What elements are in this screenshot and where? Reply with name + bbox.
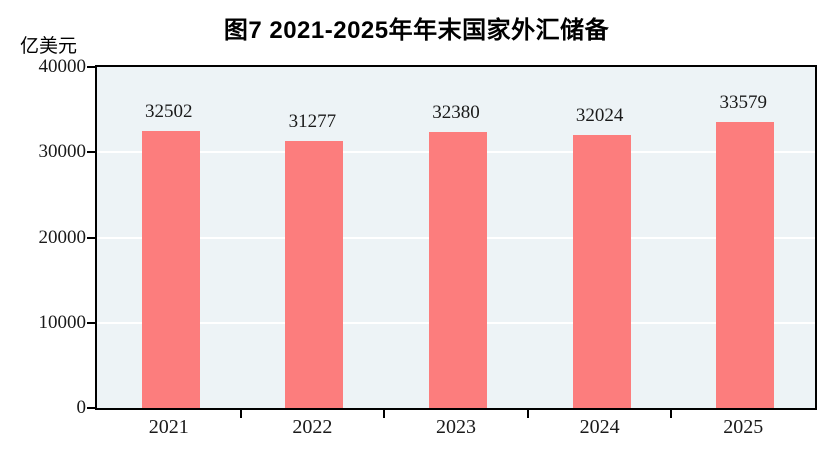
bar-value-label-2025: 33579: [719, 91, 767, 113]
bar-value-label-2024: 32024: [575, 104, 624, 126]
y-tick-mark-10000: [87, 321, 95, 324]
bar-2023: [429, 131, 487, 408]
x-tick-label-2025: 2025: [723, 416, 764, 438]
y-tick-label-30000: 30000: [38, 141, 87, 163]
x-tick-label-2024: 2024: [579, 416, 620, 438]
y-tick-mark-20000: [87, 236, 95, 239]
y-tick-mark-30000: [87, 151, 95, 154]
bar-2025: [716, 121, 775, 408]
y-tick-label-10000: 10000: [38, 311, 87, 333]
y-tick-mark-0: [87, 407, 95, 409]
bar-value-label-2021: 32502: [145, 100, 193, 122]
y-tick-label-0: 0: [76, 397, 87, 418]
y-axis-unit-label: 亿美元: [20, 36, 78, 57]
bar-2022: [285, 141, 344, 408]
plot-area: [95, 65, 817, 410]
x-tick-mark-2: [383, 410, 386, 418]
bar-value-label-2023: 32380: [432, 101, 480, 123]
x-tick-label-2021: 2021: [148, 416, 189, 438]
chart-title: 图7 2021-2025年年末国家外汇储备: [223, 17, 610, 44]
bar-value-label-2022: 31277: [288, 111, 337, 133]
x-tick-mark-4: [670, 410, 673, 418]
x-tick-mark-1: [239, 410, 242, 418]
x-tick-label-2022: 2022: [292, 416, 333, 438]
y-tick-label-40000: 40000: [38, 56, 87, 77]
x-tick-label-2023: 2023: [436, 416, 476, 438]
x-tick-mark-3: [526, 410, 529, 418]
bar-2021: [141, 130, 200, 408]
y-tick-mark-40000: [87, 66, 95, 68]
bar-2024: [572, 135, 631, 408]
y-tick-label-20000: 20000: [38, 226, 87, 248]
